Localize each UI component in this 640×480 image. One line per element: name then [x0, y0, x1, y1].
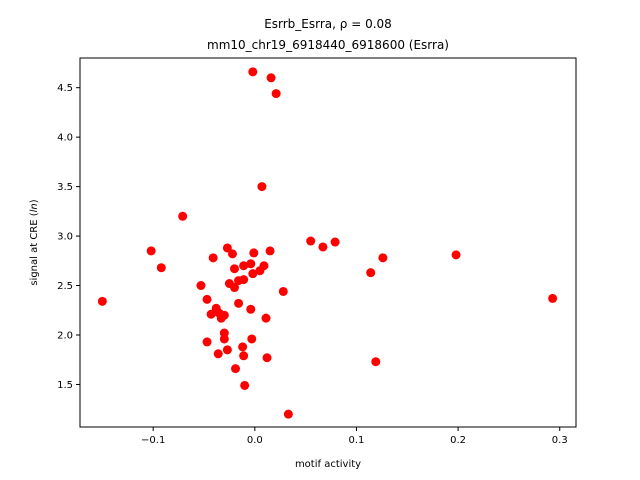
scatter-point-11	[249, 248, 259, 258]
x-tick-label-0: −0.1	[141, 435, 165, 446]
y-tick-label-6: 4.5	[57, 83, 73, 94]
scatter-point-53	[548, 293, 558, 303]
scatter-point-0	[248, 67, 258, 77]
y-axis-ticks: 1.5 2.0 2.5 3.0 3.5 4.0 4.5	[57, 83, 80, 391]
x-tick-label-4: 0.3	[552, 435, 568, 446]
x-tick-label-1: 0.0	[247, 435, 263, 446]
scatter-point-12	[265, 246, 275, 256]
scatter-point-9	[222, 243, 232, 253]
scatter-point-24	[202, 294, 212, 304]
scatter-point-7	[97, 296, 107, 306]
scatter-point-48	[330, 237, 340, 247]
y-tick-label-4: 3.5	[57, 182, 73, 193]
y-axis-label-prefix: signal at CRE (	[29, 212, 40, 285]
chart-title-line-1: Esrrb_Esrra, ρ = 0.08	[264, 17, 392, 31]
scatter-point-41	[239, 351, 249, 361]
scatter-point-23	[239, 275, 249, 285]
y-tick-label-3: 3.0	[57, 232, 73, 243]
scatter-point-38	[222, 345, 232, 355]
y-axis-label-suffix: )	[29, 199, 40, 203]
y-tick-label-2: 2.5	[57, 281, 73, 292]
scatter-point-51	[371, 357, 381, 367]
scatter-point-46	[306, 236, 316, 246]
scatter-point-8	[208, 253, 218, 263]
scatter-point-28	[206, 309, 216, 319]
y-axis-label: signal at CRE (ln)	[29, 199, 40, 285]
scatter-point-47	[318, 242, 328, 252]
scatter-point-2	[271, 89, 281, 99]
scatter-point-18	[248, 269, 258, 279]
scatter-point-1	[266, 73, 276, 83]
scatter-points	[97, 67, 558, 419]
scatter-point-21	[229, 283, 239, 293]
scatter-point-3	[257, 182, 267, 192]
scatter-point-50	[366, 268, 376, 278]
scatter-point-19	[196, 281, 206, 291]
scatter-point-37	[202, 337, 212, 347]
scatter-point-13	[229, 264, 239, 274]
scatter-point-26	[246, 304, 256, 314]
x-axis-ticks: −0.1 0.0 0.1 0.2 0.3	[141, 427, 568, 446]
scatter-point-40	[213, 349, 223, 359]
scatter-point-5	[146, 246, 156, 256]
x-tick-label-3: 0.2	[450, 435, 466, 446]
scatter-point-42	[262, 353, 272, 363]
scatter-point-49	[378, 253, 388, 263]
scatter-point-39	[238, 342, 248, 352]
scatter-point-52	[451, 250, 461, 260]
x-axis-label: motif activity	[295, 459, 361, 470]
scatter-point-33	[278, 286, 288, 296]
scatter-point-44	[240, 380, 250, 390]
scatter-point-32	[261, 313, 271, 323]
scatter-point-31	[219, 310, 229, 320]
scatter-point-4	[178, 211, 188, 221]
scatter-point-10	[227, 249, 237, 259]
scatter-point-36	[247, 334, 257, 344]
plot-frame	[79, 57, 577, 428]
y-tick-label-5: 4.0	[57, 133, 73, 144]
x-tick-label-2: 0.1	[349, 435, 365, 446]
scatter-point-45	[283, 409, 293, 419]
scatter-point-25	[234, 298, 244, 308]
scatter-point-35	[219, 334, 229, 344]
y-tick-label-0: 1.5	[57, 380, 73, 391]
y-tick-label-1: 2.0	[57, 330, 73, 341]
scatter-point-43	[231, 364, 241, 374]
scatter-point-15	[246, 259, 256, 269]
y-axis-label-italic: ln	[29, 203, 40, 212]
scatter-point-17	[255, 266, 265, 276]
chart-title-line-2: mm10_chr19_6918440_6918600 (Esrra)	[207, 38, 449, 52]
scatter-point-6	[156, 263, 166, 273]
scatter-point-14	[239, 261, 249, 271]
